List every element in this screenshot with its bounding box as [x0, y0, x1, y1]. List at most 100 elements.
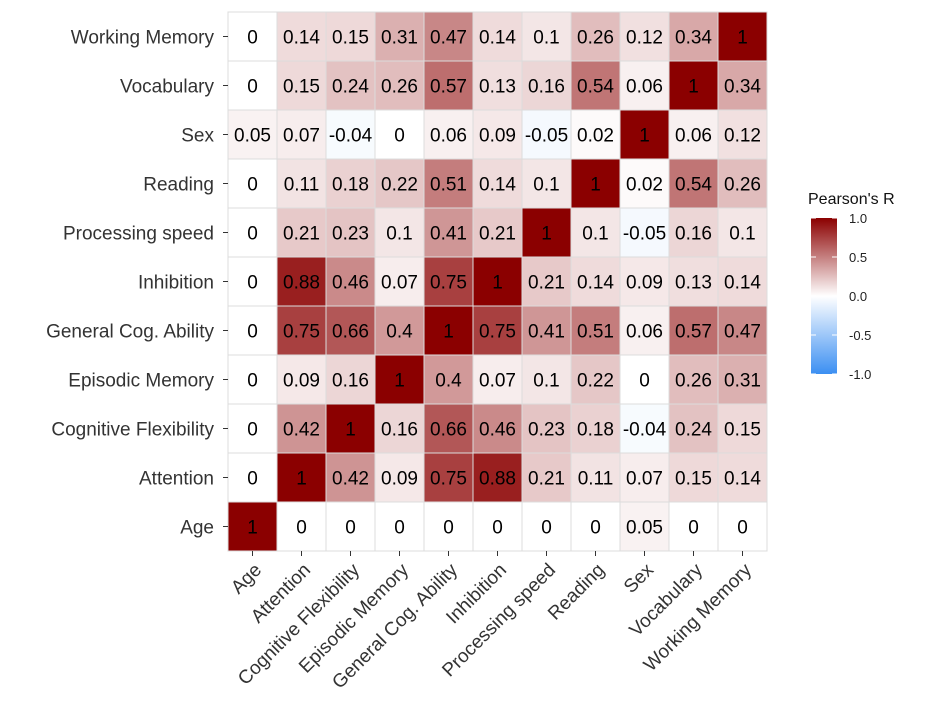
heatmap-cell [423, 207, 474, 258]
cell-value-label: 0 [247, 224, 258, 245]
cell-value-label: 0.15 [675, 469, 712, 490]
heatmap-cell [570, 60, 621, 111]
cell-value-label: 0.09 [479, 126, 516, 147]
heatmap-cell [227, 403, 278, 454]
cell-value-label: 0.05 [234, 126, 271, 147]
y-tick-label-sex: Sex [181, 126, 214, 147]
legend-tick-label: -1.0 [849, 367, 871, 382]
heatmap-cell [325, 452, 376, 503]
y-tick-label-general-cog-ability: General Cog. Ability [46, 322, 214, 343]
cell-value-label: 0.26 [675, 371, 712, 392]
cell-value-label: 1 [639, 126, 650, 147]
cell-value-label: 0 [247, 77, 258, 98]
cell-value-label: -0.04 [623, 420, 667, 441]
cell-value-label: 0.24 [332, 77, 369, 98]
x-tick-label-sex: Sex [620, 559, 658, 597]
heatmap-cell [374, 452, 425, 503]
cell-value-label: 0.75 [479, 322, 516, 343]
heatmap-cell [521, 354, 572, 405]
cell-value-label: 0.07 [283, 126, 320, 147]
cell-value-label: 0.88 [479, 469, 516, 490]
heatmap-cell [472, 256, 523, 307]
cell-value-label: 0 [296, 518, 307, 539]
heatmap-cell [570, 403, 621, 454]
cell-value-label: 0.12 [626, 28, 663, 49]
cell-value-label: 0.07 [479, 371, 516, 392]
heatmap-cell [276, 354, 327, 405]
cell-value-label: 0.1 [386, 224, 412, 245]
heatmap-cell [521, 207, 572, 258]
heatmap-cell [472, 11, 523, 62]
heatmap-cell [717, 256, 768, 307]
cell-value-label: 0 [247, 322, 258, 343]
cell-value-label: 0 [492, 518, 503, 539]
cell-value-label: 0.51 [577, 322, 614, 343]
heatmap-cell [619, 501, 670, 552]
cell-value-label: 0.18 [332, 175, 369, 196]
cell-value-label: 0 [394, 518, 405, 539]
heatmap-cell [668, 501, 719, 552]
heatmap-cell [472, 452, 523, 503]
y-tick-label-inhibition: Inhibition [138, 273, 214, 294]
cell-value-label: 0.23 [528, 420, 565, 441]
cell-value-label: 0 [590, 518, 601, 539]
cell-value-label: 0 [639, 371, 650, 392]
heatmap-cell [668, 158, 719, 209]
heatmap-cell [472, 60, 523, 111]
heatmap-cell [276, 207, 327, 258]
cell-value-label: 0.09 [626, 273, 663, 294]
cell-value-label: 0.16 [332, 371, 369, 392]
cell-value-label: 0.46 [332, 273, 369, 294]
heatmap-cell [472, 501, 523, 552]
heatmap-cell [570, 11, 621, 62]
cell-value-label: 1 [541, 224, 552, 245]
cell-value-label: 0.57 [675, 322, 712, 343]
heatmap-cell [668, 403, 719, 454]
cell-value-label: 0 [394, 126, 405, 147]
cell-value-label: 0.75 [430, 273, 467, 294]
x-tick-label-age: Age [227, 560, 266, 599]
cell-value-label: 0.09 [283, 371, 320, 392]
heatmap-cell [374, 207, 425, 258]
cell-value-label: 0.18 [577, 420, 614, 441]
cell-value-label: 0 [737, 518, 748, 539]
heatmap-cell [619, 256, 670, 307]
cell-value-label: 0 [688, 518, 699, 539]
cell-value-label: 0.15 [332, 28, 369, 49]
y-axis: Working Memory Vocabulary Sex Reading Proces… [46, 28, 228, 539]
y-tick-label-reading: Reading [143, 175, 214, 196]
heatmap-cell [668, 354, 719, 405]
heatmap-cell [276, 501, 327, 552]
cell-value-label: 0.26 [381, 77, 418, 98]
cell-value-label: 0.06 [430, 126, 467, 147]
heatmap-cell [717, 158, 768, 209]
heatmap-cell [619, 60, 670, 111]
cell-value-label: 0.13 [675, 273, 712, 294]
heatmap-cell [423, 109, 474, 160]
legend-tick-label: 0.5 [849, 250, 867, 265]
cell-value-label: 0.12 [724, 126, 761, 147]
cell-value-label: 0.26 [724, 175, 761, 196]
heatmap-cell [423, 354, 474, 405]
heatmap-cell [227, 256, 278, 307]
cell-value-label: 0.26 [577, 28, 614, 49]
cell-value-label: 0.14 [283, 28, 320, 49]
cell-value-label: 0.11 [578, 469, 614, 490]
y-tick-label-episodic-memory: Episodic Memory [68, 371, 214, 392]
heatmap-cell [423, 452, 474, 503]
cell-value-label: 0.75 [430, 469, 467, 490]
heatmap-cell [521, 109, 572, 160]
legend-title: Pearson's R [808, 191, 895, 208]
heatmap-cell-labels: 0 0.14 0.15 0.31 0.47 0.14 0.1 0.26 0.12 0.34 1 0 0.… [234, 28, 761, 539]
cell-value-label: 0 [247, 28, 258, 49]
heatmap-cell [570, 501, 621, 552]
cell-value-label: 0 [247, 371, 258, 392]
cell-value-label: 0.54 [577, 77, 614, 98]
cell-value-label: 0.02 [577, 126, 614, 147]
heatmap-cell [717, 354, 768, 405]
cell-value-label: 1 [492, 273, 503, 294]
cell-value-label: 0.14 [724, 273, 761, 294]
heatmap-cell [276, 11, 327, 62]
heatmap-cell [521, 403, 572, 454]
